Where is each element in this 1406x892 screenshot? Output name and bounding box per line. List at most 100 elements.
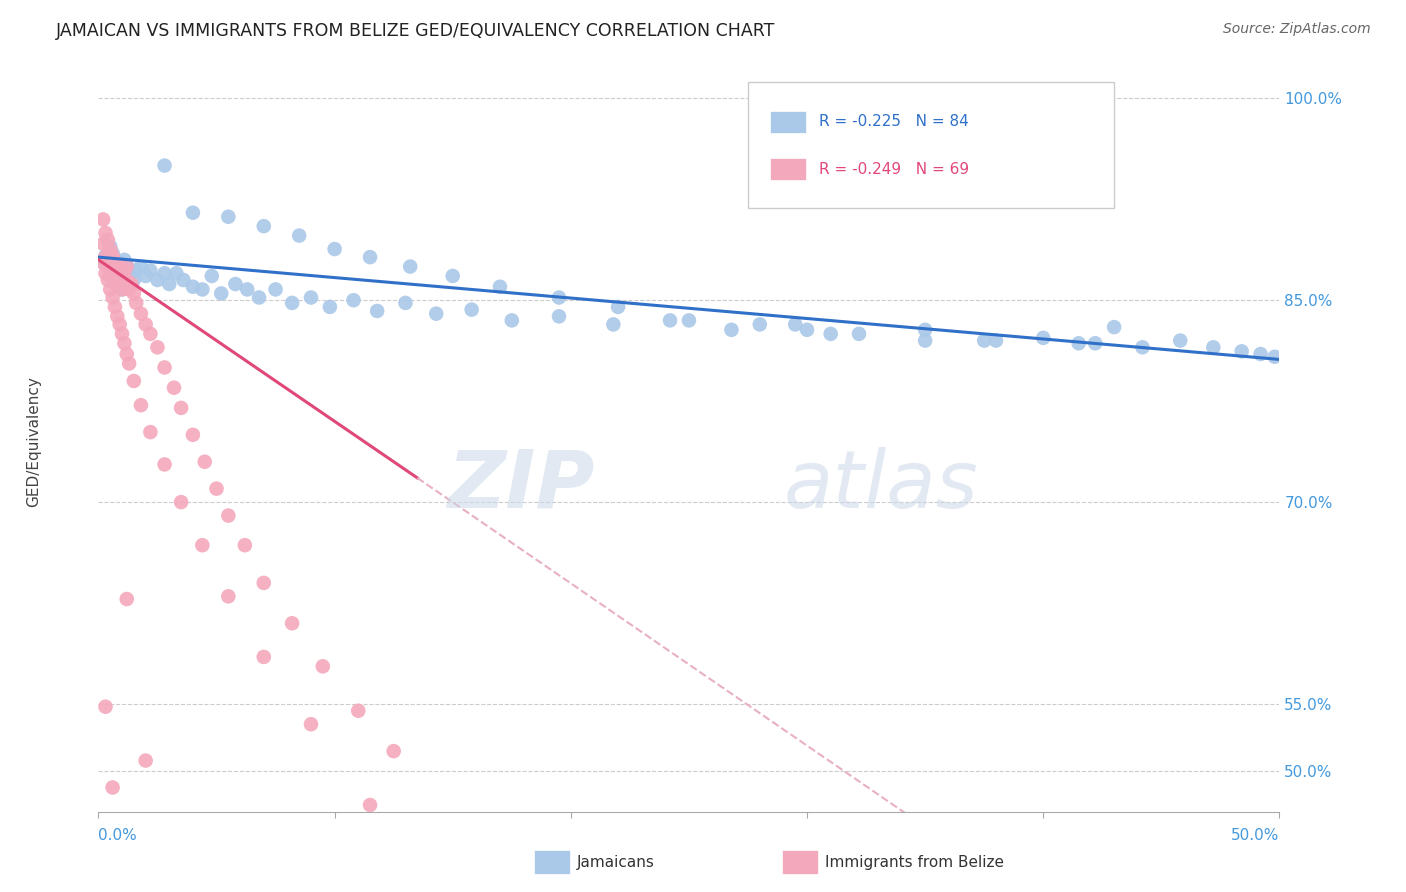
Point	[135, 318, 157, 332]
FancyBboxPatch shape	[534, 850, 569, 874]
Point	[98, 282, 121, 296]
Point	[98, 268, 121, 283]
Point	[91, 212, 114, 227]
Point	[101, 249, 124, 263]
Point	[163, 381, 186, 395]
Point	[121, 266, 143, 280]
Point	[217, 508, 239, 523]
Point	[135, 754, 157, 768]
Point	[98, 239, 121, 253]
Point	[820, 326, 842, 341]
Point	[115, 268, 138, 283]
Point	[108, 273, 131, 287]
Point	[748, 318, 770, 332]
Point	[678, 313, 700, 327]
Point	[984, 334, 1007, 348]
Point	[108, 255, 131, 269]
Point	[264, 282, 287, 296]
Point	[129, 307, 152, 321]
Point	[121, 277, 143, 291]
Point	[97, 260, 120, 274]
Point	[111, 282, 134, 296]
Point	[399, 260, 422, 274]
Point	[441, 268, 464, 283]
Point	[209, 286, 232, 301]
Point	[104, 300, 127, 314]
Point	[105, 263, 128, 277]
Text: R = -0.249   N = 69: R = -0.249 N = 69	[818, 161, 969, 177]
Point	[1102, 320, 1125, 334]
Point	[1250, 347, 1272, 361]
Point	[366, 304, 388, 318]
Point	[205, 482, 228, 496]
Point	[181, 279, 204, 293]
Point	[253, 575, 276, 590]
Point	[165, 266, 187, 280]
Point	[115, 347, 138, 361]
Point	[118, 356, 141, 370]
Point	[115, 592, 138, 607]
Point	[115, 258, 138, 272]
Point	[548, 310, 571, 324]
Point	[104, 255, 127, 269]
Point	[153, 266, 176, 280]
Point	[1202, 340, 1225, 354]
Point	[460, 302, 482, 317]
Point	[112, 336, 135, 351]
Point	[288, 228, 311, 243]
Point	[94, 266, 117, 280]
FancyBboxPatch shape	[770, 158, 806, 180]
Point	[224, 277, 246, 291]
Point	[359, 250, 381, 264]
Point	[181, 427, 204, 442]
Point	[1084, 336, 1107, 351]
Point	[111, 282, 134, 296]
FancyBboxPatch shape	[782, 850, 818, 874]
Point	[105, 277, 128, 291]
Point	[112, 266, 135, 280]
Point	[217, 210, 239, 224]
Point	[97, 273, 120, 287]
Point	[157, 277, 180, 291]
Point	[253, 649, 276, 664]
Point	[796, 323, 818, 337]
Point	[111, 326, 134, 341]
Text: 50.0%: 50.0%	[1232, 828, 1279, 843]
Point	[104, 258, 127, 272]
Point	[101, 291, 124, 305]
Point	[139, 425, 162, 439]
Point	[1264, 350, 1286, 364]
Point	[299, 717, 322, 731]
Point	[146, 273, 169, 287]
Point	[247, 291, 270, 305]
Point	[914, 334, 936, 348]
Text: Immigrants from Belize: Immigrants from Belize	[825, 855, 1004, 870]
Point	[233, 538, 256, 552]
Point	[501, 313, 523, 327]
Point	[1067, 336, 1090, 351]
Point	[785, 318, 807, 332]
Point	[394, 296, 416, 310]
Point	[914, 323, 936, 337]
Point	[342, 293, 364, 308]
Text: Jamaicans: Jamaicans	[576, 855, 655, 870]
Point	[104, 268, 127, 283]
Point	[139, 263, 162, 277]
Point	[1132, 340, 1154, 354]
Point	[94, 226, 117, 240]
Point	[122, 286, 145, 301]
Point	[312, 659, 335, 673]
Text: Source: ZipAtlas.com: Source: ZipAtlas.com	[1223, 22, 1371, 37]
Point	[125, 263, 148, 277]
Text: R = -0.225   N = 84: R = -0.225 N = 84	[818, 114, 969, 129]
Point	[607, 300, 630, 314]
Point	[118, 282, 141, 296]
Point	[548, 291, 571, 305]
Text: JAMAICAN VS IMMIGRANTS FROM BELIZE GED/EQUIVALENCY CORRELATION CHART: JAMAICAN VS IMMIGRANTS FROM BELIZE GED/E…	[56, 22, 776, 40]
Point	[112, 252, 135, 267]
Point	[115, 260, 138, 274]
Point	[347, 704, 370, 718]
Point	[94, 250, 117, 264]
Point	[129, 260, 152, 274]
Point	[108, 260, 131, 274]
